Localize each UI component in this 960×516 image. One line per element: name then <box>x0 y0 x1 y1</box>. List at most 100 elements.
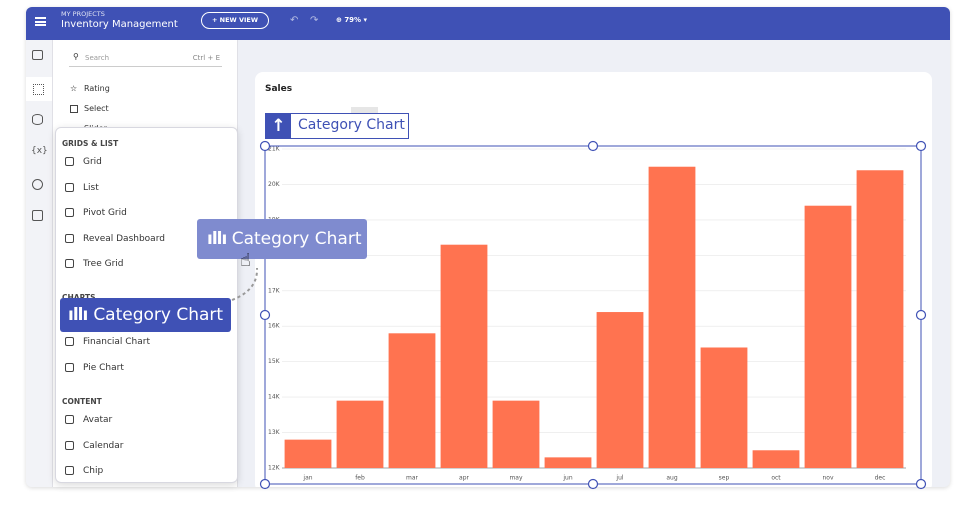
strip-icon[interactable] <box>32 210 43 221</box>
x-tick-label: nov <box>822 475 833 482</box>
x-tick-label: sep <box>719 475 730 482</box>
resize-handle <box>915 309 927 321</box>
menu-button[interactable] <box>35 17 46 26</box>
y-tick-label: 21K <box>268 146 281 153</box>
bar <box>856 170 904 468</box>
panel-item[interactable]: Pie Chart <box>83 363 124 373</box>
section-title: GRIDS & LIST <box>62 139 119 148</box>
drag-path <box>231 267 259 301</box>
bar <box>440 244 488 468</box>
bar <box>752 450 800 468</box>
x-tick-label: dec <box>875 475 886 482</box>
ghost-icon: ıllı <box>207 229 227 249</box>
panel-item[interactable]: Grid <box>83 157 102 167</box>
undo[interactable]: ↶ <box>290 15 299 26</box>
ghost-label: Category Chart <box>231 229 362 249</box>
bar <box>492 400 540 468</box>
strip-icon[interactable] <box>32 114 43 125</box>
x-tick-label: aug <box>666 475 677 482</box>
item-highlighted[interactable]: ıllı Category Chart <box>60 298 231 332</box>
tab-stub <box>351 107 378 115</box>
bar <box>648 166 696 468</box>
bar <box>544 457 592 468</box>
item-icon <box>65 259 74 268</box>
item-icon <box>65 466 74 475</box>
item-icon <box>65 363 74 372</box>
resize-handle <box>915 140 927 152</box>
panel-item[interactable]: Chip <box>83 466 104 476</box>
y-tick-label: 20K <box>268 181 281 188</box>
x-tick-label: jul <box>615 475 623 482</box>
component-icon: ↑ <box>266 114 291 138</box>
project-label: MY PROJECTS <box>61 10 105 18</box>
resize-handle <box>587 478 599 490</box>
x-tick-label: mar <box>406 475 419 482</box>
component-panel: GRIDS & LIST Grid List Pivot Grid Reveal Das… <box>55 127 238 483</box>
x-tick-label: jun <box>562 475 572 482</box>
bar <box>284 439 332 468</box>
strip-icon[interactable] <box>32 50 43 60</box>
item-icon <box>65 157 74 166</box>
y-tick-label: 12K <box>268 465 281 472</box>
bar <box>700 347 748 468</box>
item-icon: ☆ <box>70 84 78 93</box>
x-tick-label: apr <box>459 475 469 482</box>
component-label[interactable]: ↑ Category Chart <box>265 113 409 139</box>
resize-handle <box>587 140 599 152</box>
strip-icon[interactable] <box>32 179 43 190</box>
y-tick-label: 14K <box>268 394 281 401</box>
card-title: Sales <box>265 84 293 94</box>
bar <box>336 400 384 468</box>
sidebar-item[interactable]: Select <box>84 104 109 113</box>
icon-strip: {x} <box>26 40 53 487</box>
new-view-button[interactable]: + NEW VIEW <box>201 12 269 29</box>
zoom[interactable]: ⊕ 79% ▾ <box>336 16 368 24</box>
resize-handle <box>259 478 271 490</box>
item-icon: ıllı <box>68 305 88 325</box>
item-icon <box>65 441 74 450</box>
item-icon <box>65 415 74 424</box>
component-name: Category Chart <box>298 117 405 133</box>
panel-item[interactable]: Tree Grid <box>83 259 124 269</box>
item-icon <box>65 337 74 346</box>
y-tick-label: 15K <box>268 358 281 365</box>
resize-handle <box>259 309 271 321</box>
search-shortcut: Ctrl + E <box>192 54 220 62</box>
panel-item[interactable]: Pivot Grid <box>83 208 127 218</box>
project-title: Inventory Management <box>61 19 178 30</box>
bar <box>388 333 436 468</box>
x-tick-label: oct <box>771 475 781 482</box>
panel-item[interactable]: List <box>83 183 99 193</box>
x-tick-label: jan <box>302 475 312 482</box>
search-placeholder: Search <box>85 54 110 62</box>
resize-handle <box>259 140 271 152</box>
item-icon <box>65 208 74 217</box>
y-tick-label: 13K <box>268 429 281 436</box>
strip-icon[interactable]: {x} <box>31 146 48 156</box>
strip-icon-active[interactable] <box>26 77 52 101</box>
section-title: CONTENT <box>62 397 102 406</box>
y-tick-label: 17K <box>268 287 281 294</box>
panel-item[interactable]: Calendar <box>83 441 124 451</box>
item-icon <box>65 234 74 243</box>
redo[interactable]: ↷ <box>310 15 319 26</box>
search-box[interactable]: ⚲ Search Ctrl + E <box>69 52 222 67</box>
panel-item[interactable]: Reveal Dashboard <box>83 234 165 244</box>
x-tick-label: feb <box>355 475 365 482</box>
panel-item[interactable]: Financial Chart <box>83 337 151 347</box>
y-tick-label: 16K <box>268 323 281 330</box>
sidebar-item[interactable]: Rating <box>84 84 110 93</box>
item-icon <box>65 183 74 192</box>
bar <box>596 312 644 468</box>
hand-cursor: ☝ <box>240 250 251 271</box>
item-label: Category Chart <box>93 305 224 325</box>
panel-item[interactable]: Avatar <box>83 415 113 425</box>
bar <box>804 205 852 468</box>
resize-handle <box>915 478 927 490</box>
item-icon <box>70 105 78 113</box>
zoom-value: 79% <box>344 16 362 24</box>
drag-ghost: ıllı Category Chart <box>197 219 367 259</box>
